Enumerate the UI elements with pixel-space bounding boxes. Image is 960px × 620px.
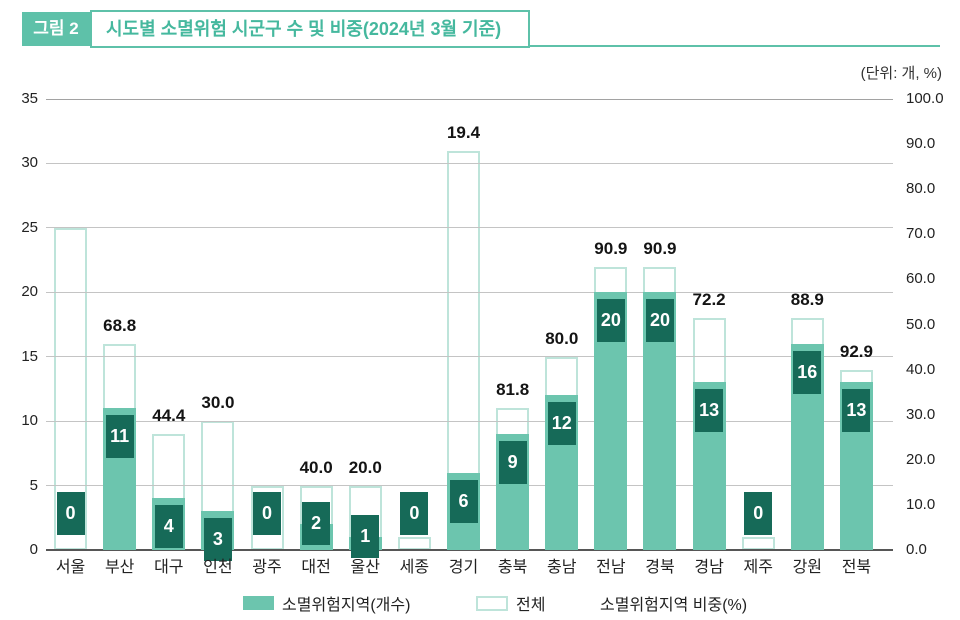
count-label-box: 20 — [596, 299, 625, 343]
count-label-box: 13 — [842, 389, 871, 433]
count-label-box: 13 — [695, 389, 724, 433]
count-label-box: 6 — [449, 479, 478, 523]
count-label-box: 0 — [744, 492, 773, 535]
pct-label: 72.2 — [692, 290, 726, 310]
pct-label: 88.9 — [790, 290, 824, 310]
x-axis-line — [46, 549, 893, 551]
count-label-box: 0 — [253, 492, 282, 535]
pct-label: 19.4 — [446, 122, 481, 142]
right-axis-tick: 20.0 — [906, 450, 936, 468]
count-label-box: 11 — [105, 415, 134, 459]
category-label: 경기 — [448, 559, 479, 576]
total-bar — [741, 537, 775, 550]
legend: 소멸위험지역(개수) 전체 소멸위험지역 비중(%) — [0, 593, 960, 617]
count-label-box: 16 — [793, 350, 822, 394]
right-axis-tick: 60.0 — [906, 270, 936, 288]
right-axis-tick: 100.0 — [906, 90, 944, 107]
right-axis-tick: 30.0 — [906, 405, 936, 423]
category-label: 인천 — [203, 559, 233, 576]
count-label-box: 0 — [56, 492, 85, 535]
count-label-box: 4 — [154, 505, 183, 549]
pct-label: 81.8 — [496, 380, 530, 400]
right-axis-tick: 70.0 — [906, 225, 936, 243]
figure-title: 시도별 소멸위험 시군구 수 및 비중(2024년 3월 기준) — [106, 19, 502, 39]
left-axis-tick: 0 — [29, 541, 38, 558]
right-axis-tick: 80.0 — [906, 180, 936, 198]
count-label-box: 20 — [645, 299, 674, 343]
count-label-box: 9 — [498, 441, 527, 485]
grid-line — [46, 420, 893, 422]
left-axis-tick: 30 — [21, 154, 38, 172]
grid-line — [46, 356, 893, 358]
pct-label: 40.0 — [299, 457, 333, 477]
legend-risk-label: 소멸위험지역(개수) — [282, 597, 411, 614]
pct-label: 44.4 — [152, 406, 186, 426]
category-label: 광주 — [252, 559, 282, 576]
left-axis-tick: 15 — [21, 347, 38, 365]
right-axis-tick: 40.0 — [906, 360, 936, 378]
right-axis-tick: 0.0 — [906, 541, 927, 558]
category-label: 경남 — [694, 559, 724, 576]
count-label-box: 2 — [302, 502, 331, 546]
header-rule — [529, 45, 940, 47]
legend-total-label: 전체 — [516, 597, 546, 614]
category-label: 경북 — [645, 559, 675, 576]
category-label: 대전 — [301, 559, 331, 576]
category-label: 충북 — [497, 559, 528, 576]
pct-label: 92.9 — [839, 341, 873, 361]
left-axis-tick: 5 — [29, 476, 38, 494]
pct-label: 30.0 — [201, 393, 235, 413]
grid-line — [46, 162, 893, 164]
category-label: 부산 — [104, 559, 135, 576]
count-label-box: 12 — [547, 402, 576, 446]
category-label: 제주 — [743, 559, 773, 576]
legend-risk-swatch — [243, 596, 274, 610]
right-axis-tick: 10.0 — [906, 495, 936, 513]
left-axis-tick: 35 — [21, 90, 38, 107]
left-axis-tick: 20 — [21, 283, 38, 301]
category-label: 서울 — [55, 559, 86, 576]
count-label-box: 0 — [400, 492, 429, 535]
left-axis-tick: 10 — [21, 412, 38, 430]
category-label: 강원 — [792, 559, 823, 576]
figure-title-box: 시도별 소멸위험 시군구 수 및 비중(2024년 3월 기준) — [90, 10, 530, 48]
category-label: 대구 — [154, 559, 184, 576]
pct-label: 90.9 — [594, 238, 628, 258]
legend-total-swatch — [476, 595, 508, 611]
legend-pct-label: 소멸위험지역 비중(%) — [600, 597, 748, 614]
grid-line — [46, 227, 893, 229]
count-label-box: 1 — [351, 515, 380, 559]
grid-line — [46, 98, 893, 100]
pct-label: 80.0 — [545, 328, 579, 348]
pct-label: 20.0 — [348, 457, 382, 477]
category-label: 세종 — [399, 559, 430, 576]
unit-note: (단위: 개, %) — [860, 65, 942, 82]
category-label: 전남 — [596, 559, 626, 576]
count-label-box: 3 — [203, 518, 232, 562]
legend-item-total: 전체 — [476, 593, 546, 614]
right-axis-tick: 50.0 — [906, 315, 936, 333]
pct-label: 90.9 — [643, 238, 677, 258]
legend-item-risk: 소멸위험지역(개수) — [243, 593, 411, 614]
legend-item-pct: 소멸위험지역 비중(%) — [600, 593, 748, 614]
left-axis-tick: 25 — [21, 218, 38, 236]
grid-line — [46, 291, 893, 293]
total-bar — [397, 537, 431, 550]
figure-tag: 그림 2 — [22, 12, 90, 46]
category-label: 전북 — [841, 559, 872, 576]
right-axis-tick: 90.0 — [906, 135, 936, 153]
category-label: 울산 — [350, 559, 380, 576]
pct-label: 68.8 — [103, 315, 137, 335]
category-label: 충남 — [547, 559, 577, 576]
